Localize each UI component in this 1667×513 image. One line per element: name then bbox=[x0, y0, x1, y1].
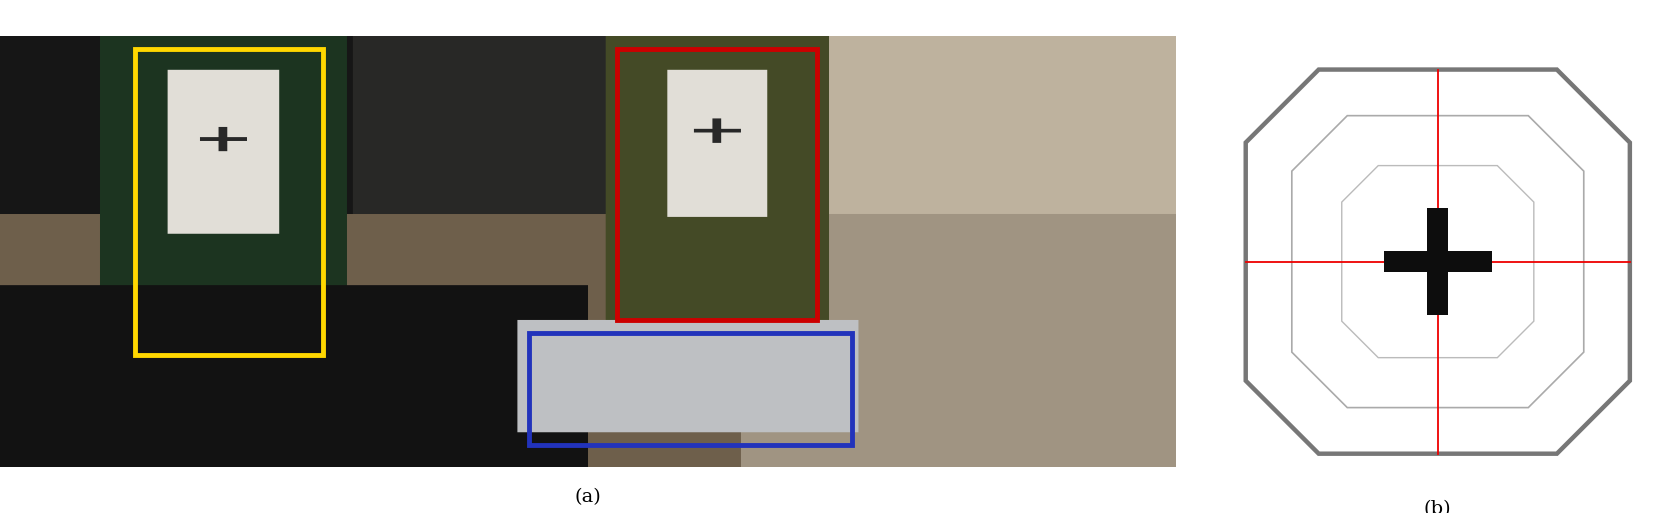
Bar bbox=[1384, 251, 1492, 272]
Text: (a): (a) bbox=[573, 488, 602, 506]
Bar bbox=[617, 49, 817, 320]
Bar bbox=[528, 333, 852, 445]
Bar bbox=[1427, 208, 1449, 315]
Polygon shape bbox=[1245, 70, 1630, 453]
Text: (b): (b) bbox=[1424, 500, 1452, 513]
Bar bbox=[135, 49, 323, 355]
